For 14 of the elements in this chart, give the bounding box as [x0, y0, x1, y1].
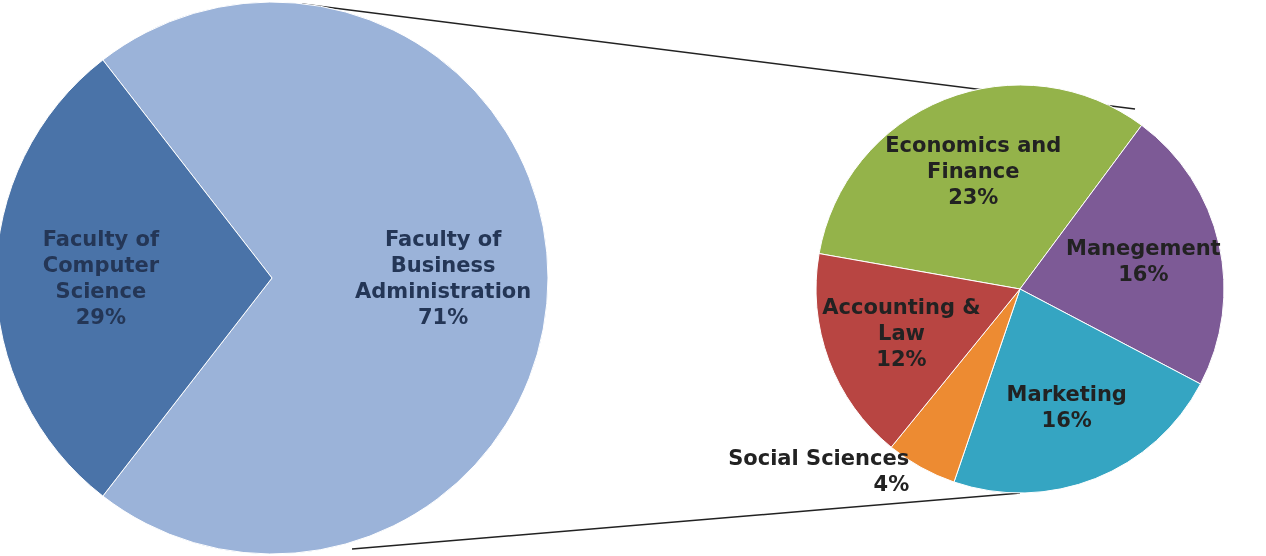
data-label: 16%	[1118, 261, 1169, 286]
data-label: 71%	[417, 305, 469, 329]
data-label: 23%	[948, 185, 999, 210]
data-label: 12%	[876, 347, 927, 372]
data-label: 4%	[873, 471, 910, 496]
slice-label: Faculty of Business Administration	[355, 227, 532, 303]
slice-label: Social Sciences	[728, 445, 910, 470]
slice-label: Economics and Finance	[885, 133, 1062, 184]
data-label: 29%	[75, 305, 127, 329]
slice-label: Accounting & Law	[822, 295, 981, 346]
slice-label: Marketing	[1006, 381, 1127, 406]
slice-label: Manegement	[1066, 235, 1221, 260]
data-label: 16%	[1041, 407, 1092, 432]
slice-label: Faculty of Computer Science	[42, 227, 160, 303]
